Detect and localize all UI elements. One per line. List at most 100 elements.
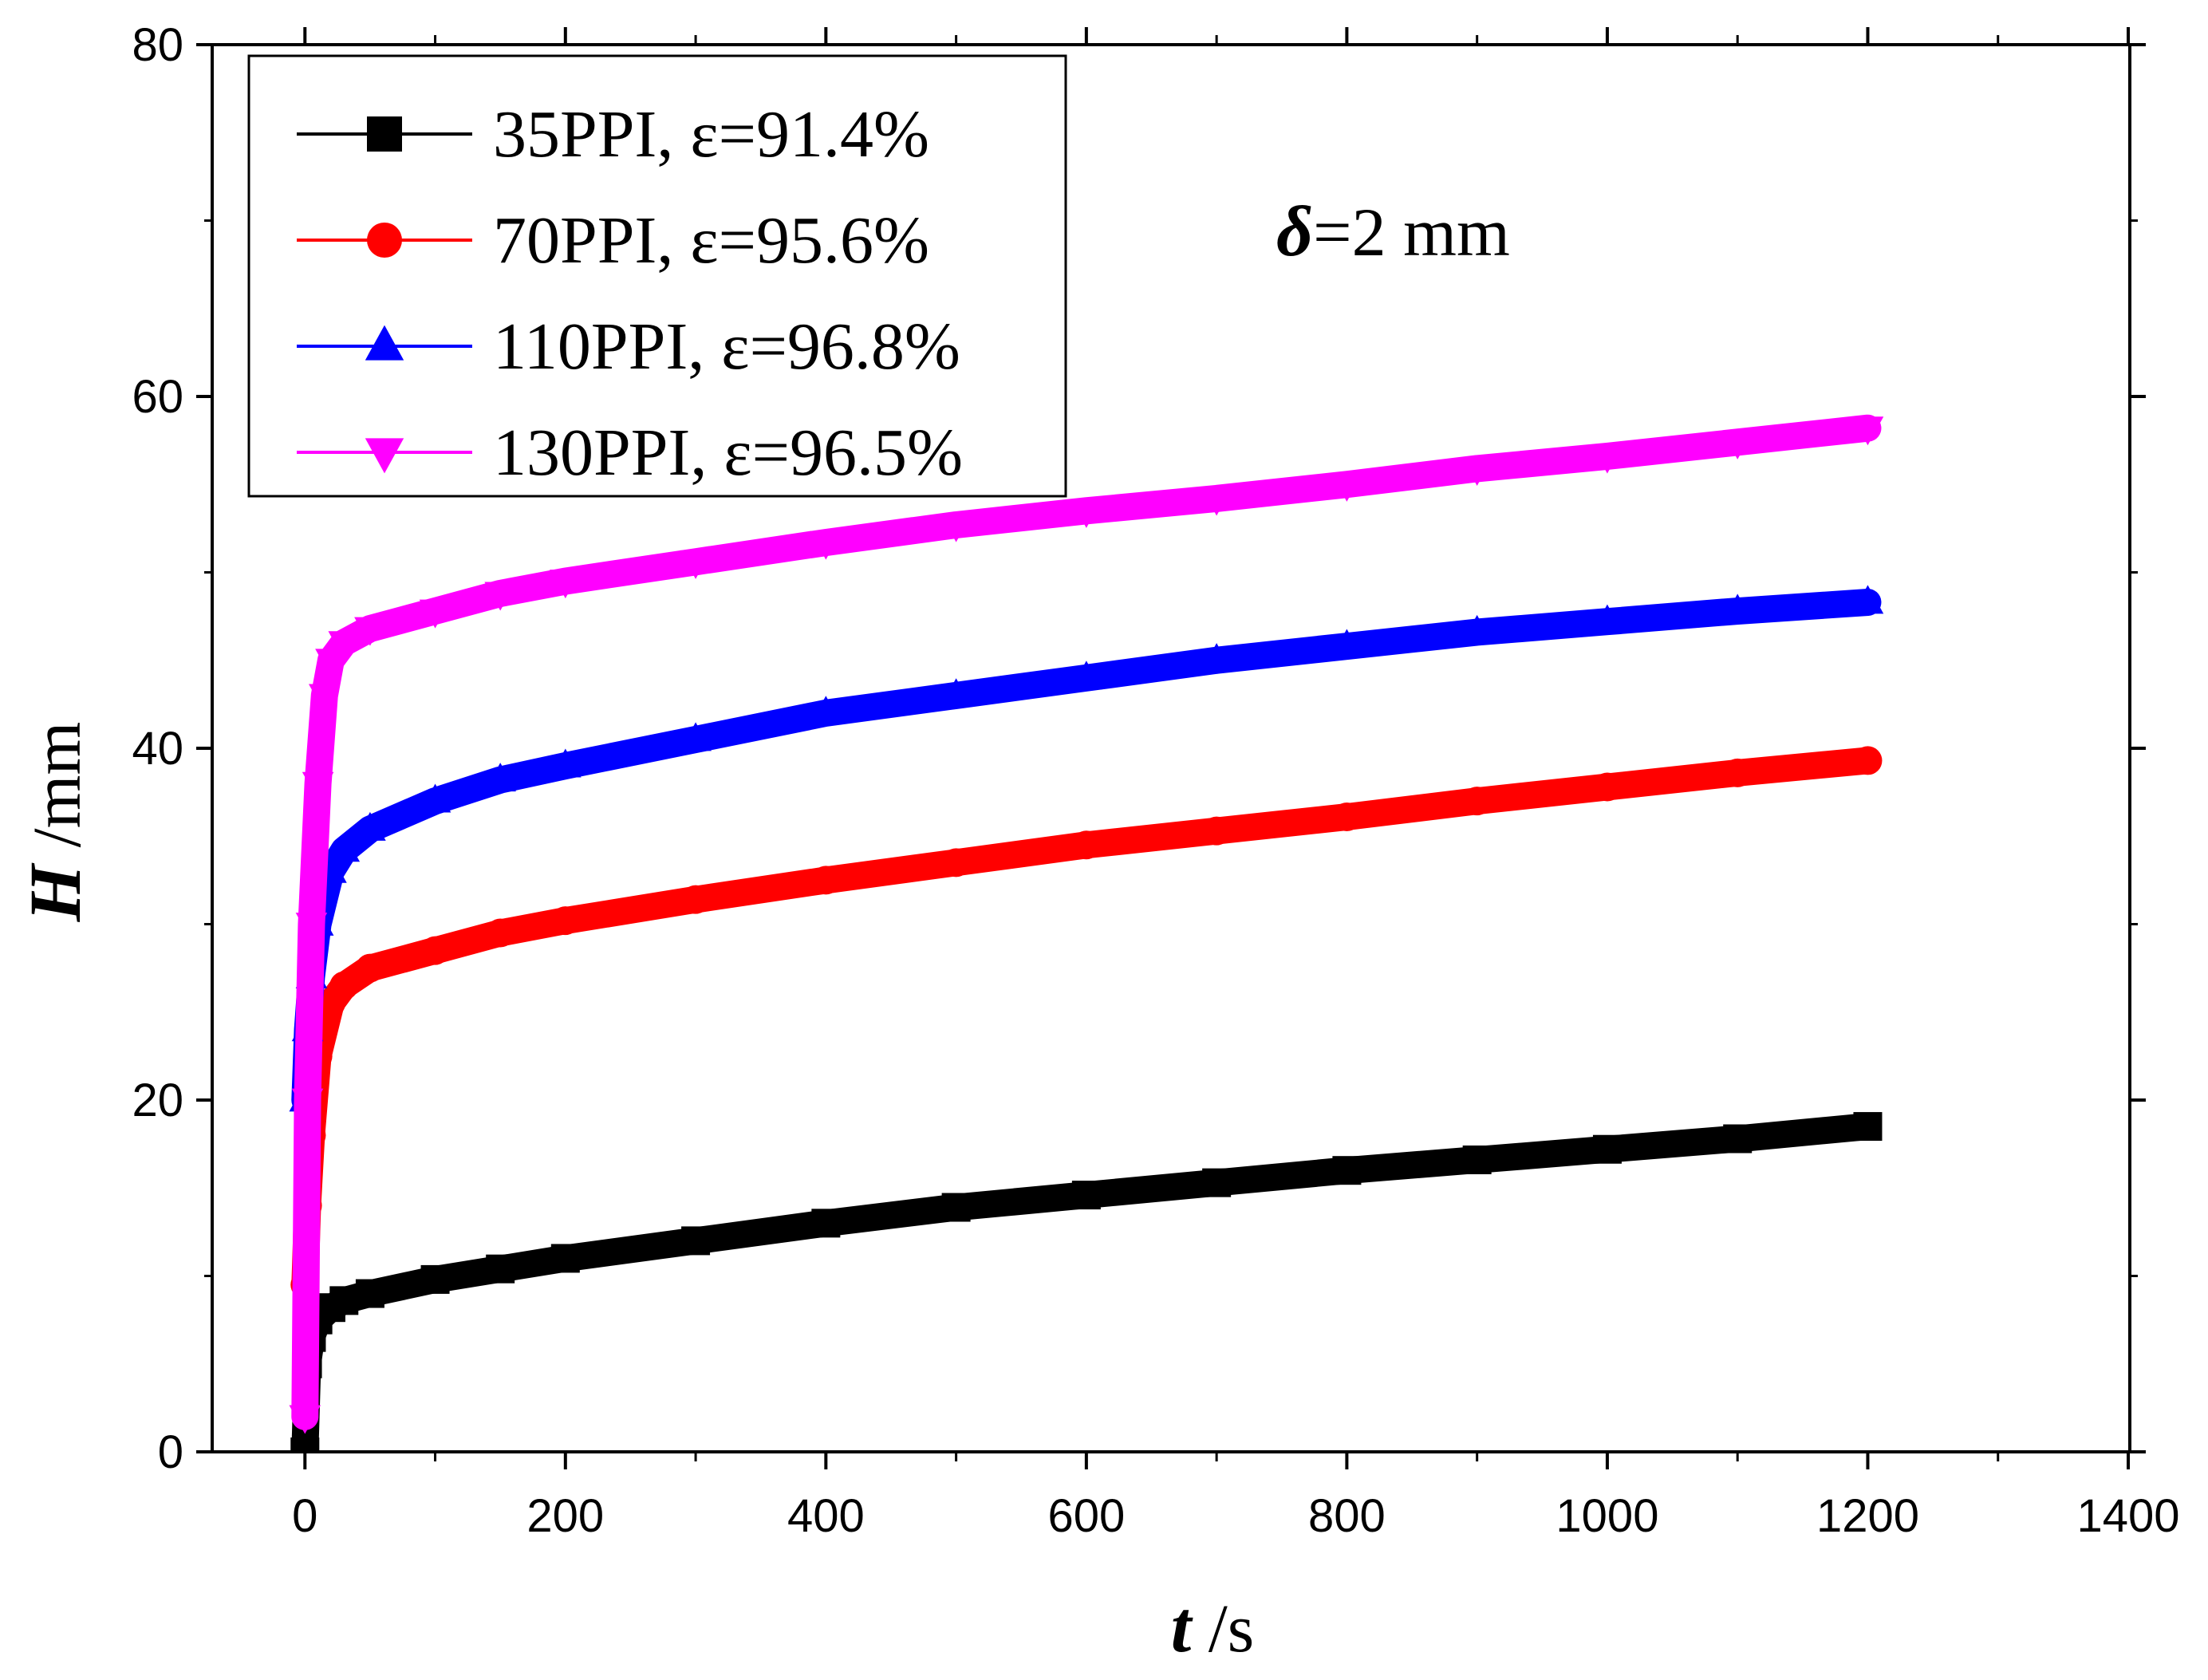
data-point xyxy=(1201,487,1232,516)
data-point xyxy=(1591,444,1623,474)
legend-marker xyxy=(367,223,402,258)
series-3 xyxy=(289,414,1884,1434)
data-point xyxy=(355,953,384,983)
series-1 xyxy=(290,746,1883,1299)
data-point xyxy=(1202,1168,1232,1197)
x-tick-label: 1000 xyxy=(1555,1490,1658,1542)
data-point xyxy=(1723,758,1753,787)
y-axis-title: H /mm xyxy=(14,722,96,923)
data-point xyxy=(681,1226,711,1256)
data-point xyxy=(420,1264,450,1294)
x-tick-label: 1200 xyxy=(1816,1490,1919,1542)
data-point xyxy=(1851,585,1884,614)
x-tick-label: 1400 xyxy=(2076,1490,2179,1542)
x-tick-label: 200 xyxy=(526,1490,604,1542)
data-point xyxy=(1071,830,1101,860)
data-point xyxy=(941,1193,971,1222)
data-point xyxy=(486,918,515,948)
data-point xyxy=(1721,430,1754,459)
data-point xyxy=(1071,1181,1101,1210)
data-point xyxy=(1070,661,1102,690)
data-point xyxy=(1461,457,1493,487)
data-point xyxy=(811,866,841,895)
x-tick-label: 0 xyxy=(292,1490,317,1542)
legend-label: 130PPI, ε=96.5% xyxy=(493,416,963,490)
x-axis-title: t /s xyxy=(1171,1586,1254,1667)
legend-label: 35PPI, ε=91.4% xyxy=(493,97,929,172)
data-point xyxy=(290,1437,320,1452)
data-point xyxy=(1462,1145,1492,1174)
data-point xyxy=(295,913,328,942)
data-point xyxy=(289,1405,321,1434)
data-point xyxy=(940,678,972,708)
data-point xyxy=(680,550,712,579)
legend-marker xyxy=(367,116,402,152)
data-point xyxy=(420,936,450,965)
axis-ticks xyxy=(196,27,2146,1469)
x-tick-label: 400 xyxy=(787,1490,865,1542)
tick-labels: 0 200 400 600 800 1000 1200 1400 0 20 40 60 80 xyxy=(132,19,2179,1542)
data-point xyxy=(302,771,334,801)
data-point xyxy=(1331,629,1363,658)
data-point xyxy=(1723,1124,1753,1154)
data-point xyxy=(1591,604,1623,633)
data-point xyxy=(680,722,712,751)
data-point xyxy=(484,582,516,611)
data-point xyxy=(308,684,341,713)
data-point xyxy=(1462,787,1492,816)
data-point xyxy=(354,617,386,646)
data-point xyxy=(681,885,711,914)
data-point xyxy=(1592,772,1622,802)
data-point xyxy=(315,649,347,678)
data-point xyxy=(1721,594,1754,623)
data-point xyxy=(810,530,842,560)
series-line xyxy=(291,1113,1882,1452)
data-point xyxy=(550,570,582,599)
series-layer xyxy=(289,414,1884,1452)
data-point xyxy=(328,631,361,661)
y-tick-label: 40 xyxy=(132,723,183,775)
data-point xyxy=(1332,1156,1362,1185)
data-point xyxy=(1853,746,1883,775)
data-point xyxy=(550,906,580,936)
y-tick-label: 0 xyxy=(158,1426,183,1478)
data-point xyxy=(1851,416,1884,446)
data-point xyxy=(329,1286,359,1315)
legend-marker xyxy=(365,438,404,474)
data-point xyxy=(1853,1112,1883,1142)
y-tick-label: 60 xyxy=(132,371,183,423)
x-tick-label: 800 xyxy=(1308,1490,1386,1542)
data-point xyxy=(355,1279,384,1308)
data-point xyxy=(419,599,451,629)
data-point xyxy=(329,971,359,1000)
data-point xyxy=(941,848,971,877)
legend-label: 70PPI, ε=95.6% xyxy=(493,203,929,278)
data-point xyxy=(550,748,582,778)
data-point xyxy=(1331,472,1363,502)
data-point xyxy=(1592,1134,1622,1164)
data-point xyxy=(484,763,516,792)
series-0 xyxy=(290,1112,1883,1452)
data-point xyxy=(354,811,386,841)
x-tick-label: 600 xyxy=(1047,1490,1125,1542)
data-point xyxy=(810,696,842,725)
data-point xyxy=(291,1088,324,1118)
data-point xyxy=(1202,816,1232,846)
data-point xyxy=(486,1254,515,1284)
data-point xyxy=(1070,499,1102,528)
data-point xyxy=(811,1209,841,1238)
data-point xyxy=(328,833,361,862)
legend: 35PPI, ε=91.4% 70PPI, ε=95.6% 110PPI, ε=96… xyxy=(247,54,1067,498)
thickness-annotation: δ=2 mm xyxy=(1276,192,1510,271)
data-point xyxy=(940,513,972,542)
y-tick-label: 20 xyxy=(132,1075,183,1126)
data-point xyxy=(1332,802,1362,831)
data-point xyxy=(419,783,451,813)
y-tick-label: 80 xyxy=(132,19,183,71)
legend-label: 110PPI, ε=96.8% xyxy=(493,310,960,384)
data-point xyxy=(1461,614,1493,644)
data-point xyxy=(1201,643,1232,672)
data-point xyxy=(550,1244,580,1273)
legend-marker xyxy=(365,325,404,361)
